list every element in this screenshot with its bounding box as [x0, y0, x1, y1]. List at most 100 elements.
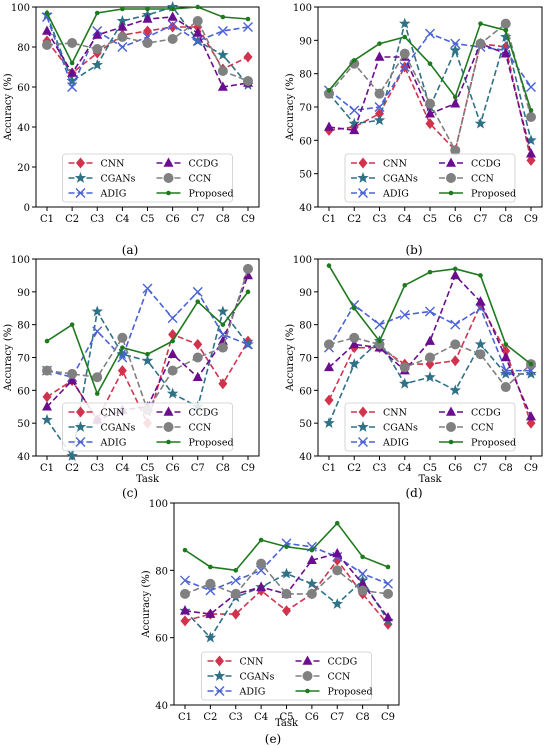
data-point: [92, 44, 103, 54]
data-point: [306, 577, 318, 589]
series-ccdg: [324, 38, 536, 158]
y-axis-label: Accuracy (%): [3, 324, 14, 392]
y-tick-label: 20: [17, 163, 30, 174]
data-point: [258, 537, 264, 543]
data-point: [67, 368, 78, 379]
series-line: [328, 265, 532, 365]
data-point: [501, 345, 511, 357]
y-tick-label: 0: [24, 203, 30, 214]
data-point: [170, 6, 175, 12]
data-point: [427, 269, 433, 275]
data-point: [141, 354, 154, 366]
data-point: [94, 391, 100, 396]
data-point: [67, 374, 78, 385]
data-point: [217, 305, 229, 317]
y-tick-label: 100: [293, 3, 312, 14]
data-point: [351, 305, 357, 311]
y-tick-label: 60: [299, 136, 312, 147]
legend-label: CGANs: [101, 174, 136, 185]
data-point: [256, 558, 267, 569]
data-point: [66, 75, 78, 86]
x-tick-label: C6: [166, 214, 180, 225]
data-point: [143, 25, 152, 37]
data-point: [243, 263, 253, 274]
y-tick-label: 90: [17, 288, 30, 299]
x-tick-label: C6: [166, 463, 180, 474]
data-point: [309, 547, 315, 553]
y-tick-label: 90: [299, 288, 312, 299]
data-point: [526, 417, 536, 429]
legend-marker: [75, 437, 86, 447]
data-point: [357, 578, 368, 588]
data-point: [357, 585, 368, 596]
x-tick-label: C3: [90, 463, 104, 474]
y-tick-label: 100: [293, 255, 312, 266]
data-point: [525, 367, 537, 379]
series-ccdg: [324, 269, 536, 421]
data-point: [120, 6, 125, 12]
legend-box: [62, 153, 233, 203]
data-point: [425, 28, 435, 39]
data-point: [450, 339, 461, 350]
x-tick-label: C7: [330, 712, 344, 723]
x-tick-label: C1: [322, 214, 336, 225]
legend-marker: [446, 173, 456, 183]
data-point: [450, 145, 461, 156]
x-tick-label: C9: [524, 463, 538, 474]
x-tick-label: C7: [473, 214, 487, 225]
legend-label: CCDG: [471, 408, 501, 419]
data-point: [42, 401, 52, 411]
x-tick-label: C1: [178, 712, 192, 723]
data-point: [145, 351, 150, 357]
panel-label: (e): [265, 732, 281, 746]
x-tick-label: C1: [322, 463, 336, 474]
x-tick-label: C5: [423, 463, 437, 474]
data-point: [245, 289, 251, 295]
legend-marker: [163, 422, 174, 432]
x-tick-label: C9: [524, 214, 538, 225]
legend-label: CGANs: [383, 423, 418, 434]
data-point: [230, 575, 241, 586]
data-point: [306, 554, 317, 565]
data-point: [167, 313, 178, 324]
x-tick-label: C2: [203, 712, 217, 723]
y-tick-label: 50: [17, 419, 30, 430]
y-tick-label: 50: [299, 419, 312, 430]
data-point: [116, 348, 129, 360]
data-point: [449, 44, 461, 56]
x-tick-label: C2: [65, 463, 79, 474]
data-point: [425, 335, 435, 345]
y-tick-label: 100: [11, 255, 30, 266]
data-point: [217, 26, 228, 36]
legend-marker: [163, 157, 174, 167]
data-point: [166, 387, 179, 399]
data-point: [167, 365, 178, 376]
data-point: [67, 67, 78, 77]
y-tick-label: 80: [17, 321, 30, 332]
x-tick-label: C5: [140, 463, 154, 474]
data-point: [92, 372, 103, 383]
data-point: [220, 322, 226, 327]
data-point: [324, 394, 334, 406]
data-point: [500, 18, 511, 29]
data-point: [42, 40, 52, 50]
data-point: [351, 58, 357, 63]
data-point: [166, 1, 179, 12]
legend-marker: [302, 671, 313, 681]
data-point: [478, 273, 483, 278]
data-point: [526, 148, 536, 158]
data-point: [217, 335, 228, 345]
data-point: [399, 362, 410, 373]
data-point: [474, 117, 487, 129]
data-point: [357, 568, 368, 579]
legend-label: CCN: [328, 672, 351, 683]
data-point: [425, 118, 435, 130]
data-point: [117, 21, 128, 31]
data-point: [326, 263, 332, 268]
data-point: [349, 332, 360, 343]
data-point: [180, 575, 190, 586]
x-tick-label: C9: [381, 712, 395, 723]
chart-panel-d: 40 50 60 70 80 90 100 C1 C2 C3 C4 C5 C6 C7 C8 C9 Accurac…: [285, 255, 543, 500]
data-point: [475, 38, 486, 49]
data-point: [208, 564, 213, 570]
